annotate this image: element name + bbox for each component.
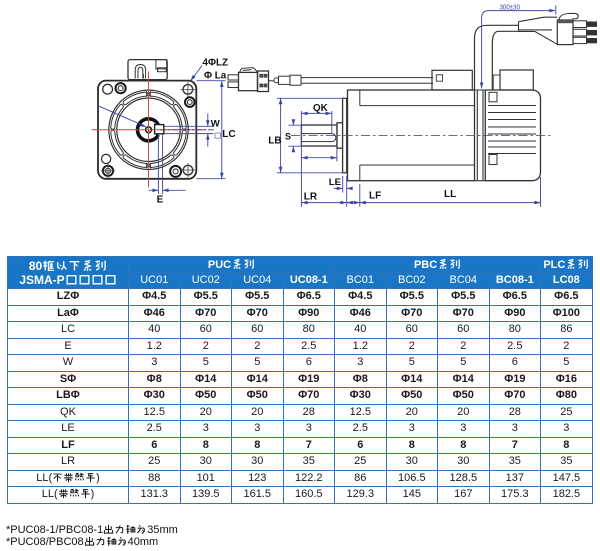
svg-text:LC: LC xyxy=(222,129,235,140)
svg-text:LR: LR xyxy=(304,192,318,203)
svg-text:LE: LE xyxy=(329,177,341,188)
svg-text:E: E xyxy=(157,195,164,206)
svg-text:W: W xyxy=(211,119,220,130)
svg-text:Φ La: Φ La xyxy=(204,70,227,81)
svg-text:LL: LL xyxy=(444,189,456,200)
svg-text:300±30: 300±30 xyxy=(500,5,521,12)
svg-text:QK: QK xyxy=(313,103,328,114)
svg-text:4ΦLZ: 4ΦLZ xyxy=(203,57,228,68)
svg-text:S: S xyxy=(285,131,291,141)
svg-text:LF: LF xyxy=(369,190,381,201)
svg-text:LB: LB xyxy=(268,135,281,146)
